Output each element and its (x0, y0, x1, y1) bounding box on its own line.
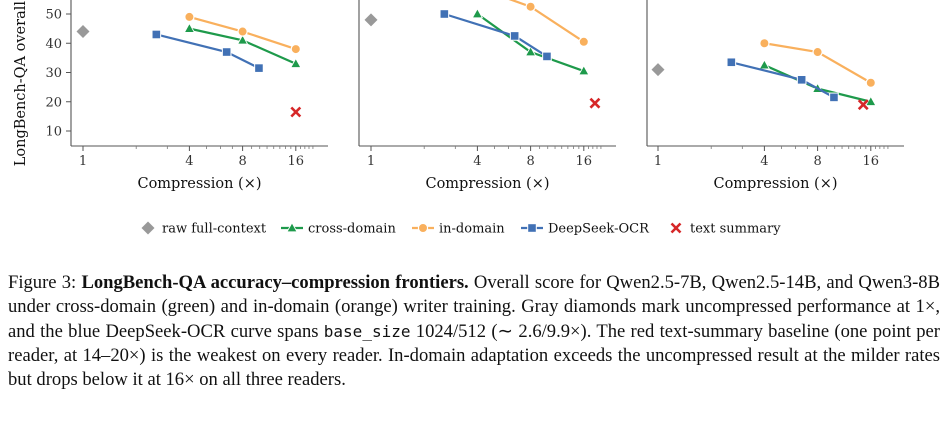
legend-label: cross-domain (308, 222, 396, 237)
plot-area (651, 38, 877, 111)
legend-label: text summary (690, 222, 781, 237)
data-point-deepseek-ocr (542, 51, 552, 62)
x-tick-label: 4 (185, 154, 193, 169)
data-point-cross-domain (471, 7, 484, 19)
legend-item: raw full-context (141, 221, 267, 237)
legend-label: in-domain (439, 222, 505, 237)
caption-text-2: 1024/512 (∼ 2.6/9.9×). The red text-summ… (8, 320, 940, 391)
data-point-deepseek-ocr (829, 92, 839, 103)
caption-code: base_size (323, 321, 411, 341)
x-axis-label: Compression (×) (137, 176, 261, 192)
data-point-deepseek-ocr (726, 57, 737, 68)
x-tick-label: 16 (288, 154, 305, 169)
data-point-deepseek-ocr (151, 29, 162, 40)
x-tick-label: 4 (760, 154, 768, 169)
figure-panels: 1 4 8 16 10 20 30 40 50 Compression (×) LongBench-… (13, 0, 904, 237)
data-point-in-domain (759, 38, 770, 49)
data-point-raw-full-context (364, 13, 378, 27)
x-tick-label: 8 (813, 154, 821, 169)
y-axis-label: LongBench-QA overall (13, 1, 29, 167)
data-point-raw-full-context (76, 25, 90, 39)
data-point-in-domain (525, 1, 536, 12)
panel-qwen3-8b: 1 4 8 16 Compression (×) (646, 0, 904, 192)
data-point-cross-domain (290, 57, 302, 68)
y-tick-label: 50 (45, 8, 62, 23)
data-point-in-domain (578, 36, 590, 47)
data-point-text-summary (857, 99, 869, 111)
data-point-cross-domain (236, 34, 249, 45)
x-tick-label: 1 (654, 154, 662, 169)
panel-qwen25-7b: 1 4 8 16 10 20 30 40 50 Compression (×) LongBench-… (13, 0, 328, 192)
data-point-cross-domain (578, 64, 590, 76)
legend-marker-x (670, 222, 682, 234)
legend: raw full-context cross-domain in-domain Dee… (141, 221, 781, 237)
x-tick-label: 1 (79, 154, 87, 169)
series-line-cross-domain (476, 13, 585, 73)
data-point-cross-domain (524, 45, 537, 57)
y-tick-label: 20 (45, 95, 62, 110)
legend-item: text summary (670, 222, 781, 237)
plot-area (76, 11, 302, 118)
data-point-cross-domain (758, 59, 771, 70)
x-tick-label: 8 (526, 154, 534, 169)
caption-text-1: Overall score for Qwen2.5-7B, Qwen2.5-14… (8, 272, 940, 342)
legend-marker-square (527, 223, 537, 233)
data-point-raw-full-context (651, 63, 665, 77)
legend-label: raw full-context (162, 222, 267, 237)
x-tick-label: 1 (367, 154, 375, 169)
caption-label: Figure 3: (8, 272, 82, 293)
y-tick-label: 10 (45, 125, 62, 140)
data-point-deepseek-ocr (796, 75, 807, 85)
figure-caption: Figure 3: LongBench-QA accuracy–compress… (8, 271, 940, 392)
data-point-in-domain (865, 77, 877, 88)
y-tick-label: 40 (45, 37, 62, 52)
data-point-in-domain (184, 11, 195, 23)
data-point-deepseek-ocr (254, 63, 264, 73)
x-tick-label: 8 (238, 154, 246, 169)
x-tick-label: 16 (576, 154, 593, 169)
x-tick-label: 16 (863, 154, 880, 169)
caption-title: LongBench-QA accuracy–compression fronti… (81, 272, 469, 293)
legend-marker-circle (417, 222, 429, 234)
legend-item: in-domain (412, 222, 505, 237)
y-tick-label: 30 (45, 66, 62, 81)
x-axis-label: Compression (×) (425, 176, 549, 192)
data-point-text-summary (589, 97, 601, 109)
data-point-in-domain (812, 46, 823, 58)
data-point-deepseek-ocr (221, 47, 232, 57)
data-point-cross-domain (183, 22, 196, 33)
data-point-in-domain (237, 26, 248, 37)
plot-area (364, 0, 601, 109)
data-point-deepseek-ocr (439, 9, 450, 19)
legend-marker-diamond (141, 221, 155, 235)
legend-item: DeepSeek-OCR (521, 222, 650, 237)
data-point-text-summary (290, 106, 302, 118)
legend-marker-triangle (286, 221, 298, 233)
data-point-deepseek-ocr (509, 31, 520, 41)
data-point-in-domain (290, 43, 301, 55)
legend-item: cross-domain (281, 222, 396, 237)
legend-label: DeepSeek-OCR (548, 222, 650, 237)
panel-qwen25-14b: 1 4 8 16 Compression (×) (358, 0, 616, 192)
x-axis-label: Compression (×) (713, 176, 837, 192)
x-tick-label: 4 (473, 154, 481, 169)
